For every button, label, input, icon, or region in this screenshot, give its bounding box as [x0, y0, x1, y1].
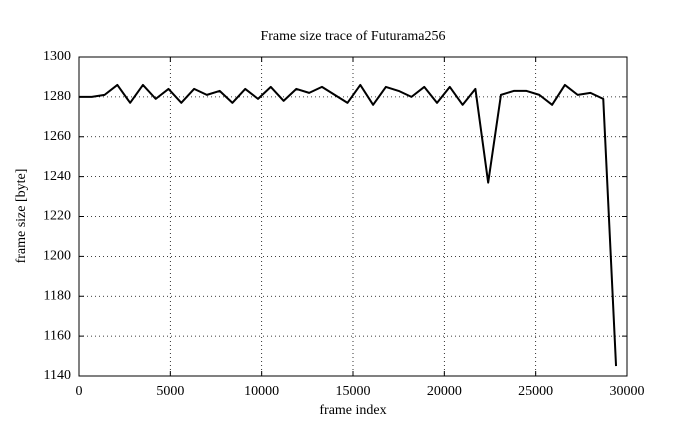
x-tick-label: 0 — [76, 384, 83, 399]
data-line — [79, 83, 618, 367]
y-tick-label: 1280 — [43, 89, 71, 104]
y-tick-label: 1180 — [44, 288, 71, 303]
x-tick-label: 5000 — [156, 384, 184, 399]
y-axis-label: frame size [byte] — [14, 169, 29, 264]
y-tick-label: 1220 — [43, 209, 71, 224]
x-axis-label: frame index — [319, 403, 386, 418]
x-tick-label: 10000 — [244, 384, 279, 399]
y-tick-label: 1240 — [43, 169, 71, 184]
chart-title: Frame size trace of Futurama256 — [260, 29, 445, 44]
x-tick-label: 30000 — [610, 384, 645, 399]
y-tick-label: 1160 — [44, 328, 71, 343]
y-tick-label: 1300 — [43, 49, 71, 64]
plot-frame — [78, 56, 628, 377]
x-tick-label: 25000 — [518, 384, 553, 399]
y-tick-label: 1140 — [44, 368, 71, 383]
x-tick-label: 15000 — [336, 384, 371, 399]
y-tick-label: 1260 — [43, 129, 71, 144]
x-tick-label: 20000 — [427, 384, 462, 399]
y-tick-label: 1200 — [43, 249, 71, 264]
